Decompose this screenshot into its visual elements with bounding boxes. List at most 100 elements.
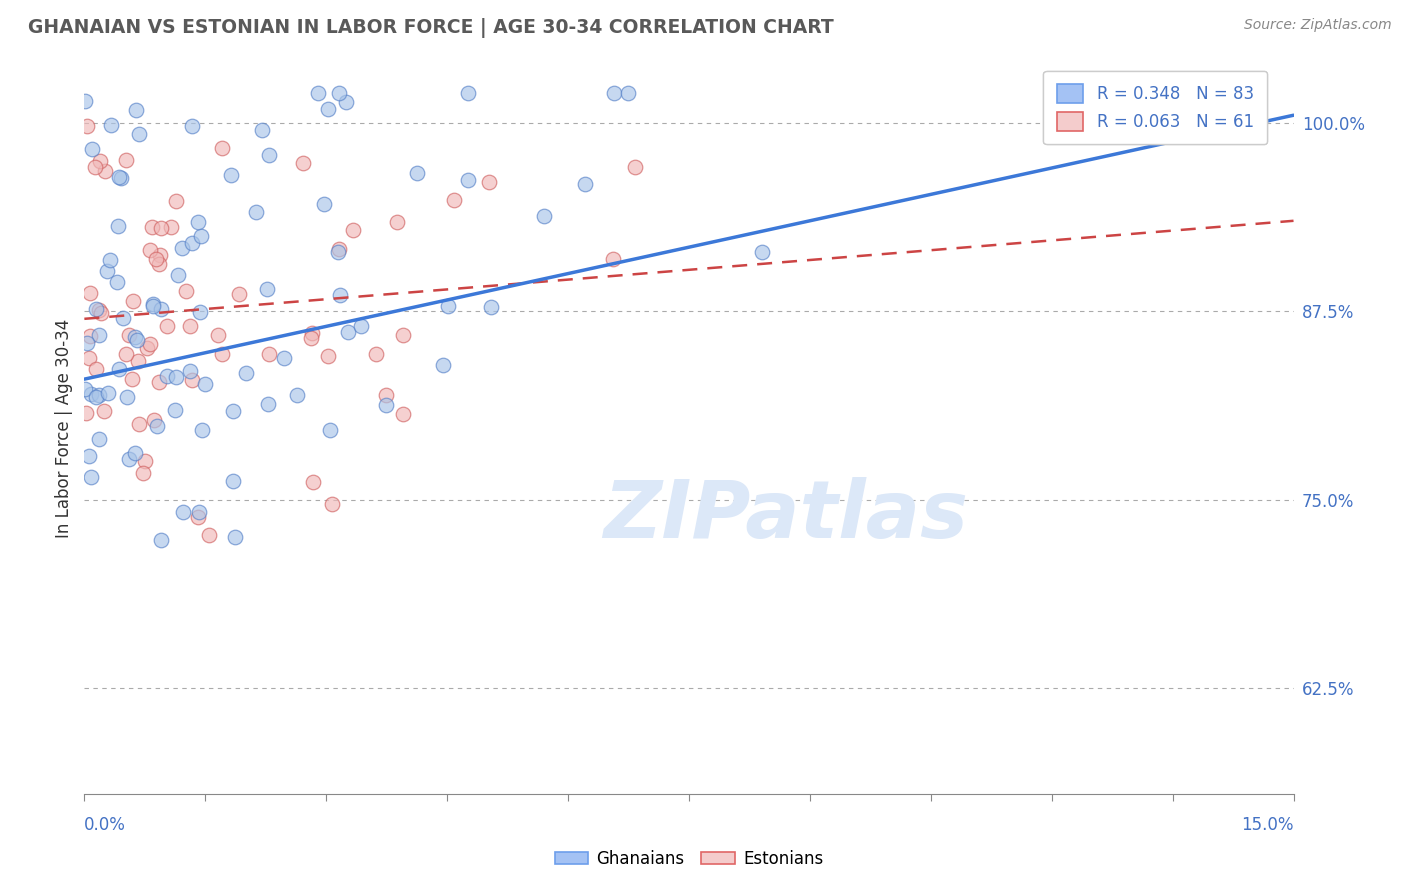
Point [124,446,146,460]
Point [316,102,339,116]
Point [141,219,163,234]
Point [75,94,97,108]
Point [292,155,315,169]
Point [179,318,201,333]
Point [127,353,149,368]
Point [84,160,107,174]
Point [479,300,502,314]
Point [250,123,273,137]
Point [190,424,212,438]
Point [139,337,162,351]
Text: Source: ZipAtlas.com: Source: ZipAtlas.com [1244,18,1392,32]
Point [235,366,257,380]
Point [93,164,115,178]
Point [128,417,150,432]
Point [166,370,188,384]
Point [602,252,624,266]
Point [165,194,187,209]
Point [79,469,101,483]
Point [84,362,107,376]
Text: GHANAIAN VS ESTONIAN IN LABOR FORCE | AGE 30-34 CORRELATION CHART: GHANAIAN VS ESTONIAN IN LABOR FORCE | AG… [28,18,834,37]
Point [188,304,211,318]
Point [392,328,415,343]
Y-axis label: In Labor Force | Age 30-34: In Labor Force | Age 30-34 [55,318,73,538]
Point [80,387,103,401]
Point [602,86,624,100]
Point [79,329,101,343]
Point [172,505,194,519]
Point [257,347,280,361]
Point [342,222,364,236]
Point [335,95,357,109]
Point [148,375,170,389]
Point [187,215,209,229]
Point [76,120,98,134]
Point [97,386,120,401]
Point [76,336,98,351]
Point [478,175,501,189]
Point [617,86,640,100]
Point [149,533,172,548]
Point [328,242,350,256]
Point [318,349,340,363]
Point [329,287,352,301]
Point [256,282,278,296]
Point [443,194,465,208]
Point [75,382,97,396]
Point [100,118,122,132]
Point [84,390,107,404]
Point [307,86,329,100]
Point [124,103,146,117]
Point [142,413,165,427]
Point [624,160,647,174]
Point [135,341,157,355]
Point [149,221,172,235]
Point [170,241,193,255]
Point [437,299,460,313]
Point [207,328,229,343]
Point [89,154,111,169]
Point [132,466,155,480]
Legend: R = 0.348   N = 83, R = 0.063   N = 61: R = 0.348 N = 83, R = 0.063 N = 61 [1043,70,1267,145]
Point [149,247,172,261]
Point [319,423,342,437]
Point [222,403,245,417]
Point [159,219,181,234]
Point [134,454,156,468]
Point [77,449,100,463]
Point [87,302,110,317]
Point [156,369,179,384]
Point [219,168,242,182]
Point [118,451,141,466]
Point [194,376,217,391]
Point [75,406,97,420]
Point [181,372,204,386]
Point [117,328,139,343]
Point [115,347,138,361]
Point [87,327,110,342]
Point [350,318,373,333]
Point [337,326,360,340]
Point [107,275,129,289]
Point [150,302,173,317]
Point [93,404,115,418]
Legend: Ghanaians, Estonians: Ghanaians, Estonians [548,844,830,875]
Point [98,253,121,268]
Point [198,528,221,542]
Point [108,169,131,184]
Point [405,166,427,180]
Point [187,510,209,524]
Point [165,403,187,417]
Point [301,326,323,340]
Point [259,148,281,162]
Point [302,475,325,490]
Point [110,170,132,185]
Point [179,364,201,378]
Point [328,86,350,100]
Point [190,229,212,244]
Point [112,310,135,325]
Point [751,244,773,259]
Point [387,215,409,229]
Point [457,172,479,186]
Point [122,294,145,309]
